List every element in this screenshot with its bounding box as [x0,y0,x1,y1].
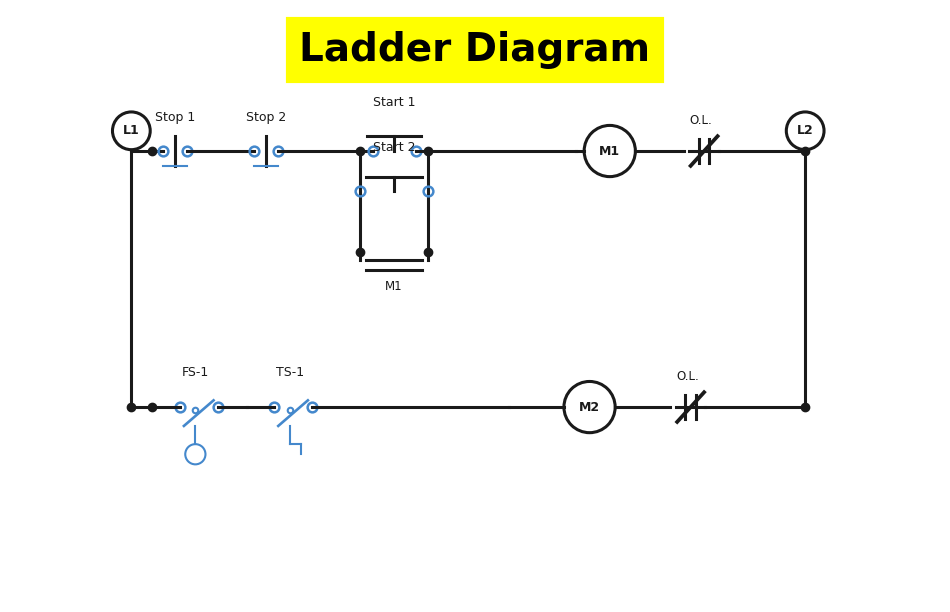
Text: TS-1: TS-1 [276,366,304,379]
Text: Stop 1: Stop 1 [155,111,196,124]
Text: M1: M1 [599,144,620,157]
Text: Start 2: Start 2 [373,141,415,154]
Text: L2: L2 [797,124,813,137]
Text: Start 1: Start 1 [373,96,415,110]
Text: M1: M1 [386,280,403,293]
Text: Stop 2: Stop 2 [246,111,286,124]
Text: M2: M2 [579,401,600,414]
Text: O.L.: O.L. [690,114,712,127]
Text: Ladder Diagram: Ladder Diagram [299,31,651,69]
Text: O.L.: O.L. [675,370,698,384]
Text: L1: L1 [123,124,140,137]
Text: FS-1: FS-1 [181,366,209,379]
